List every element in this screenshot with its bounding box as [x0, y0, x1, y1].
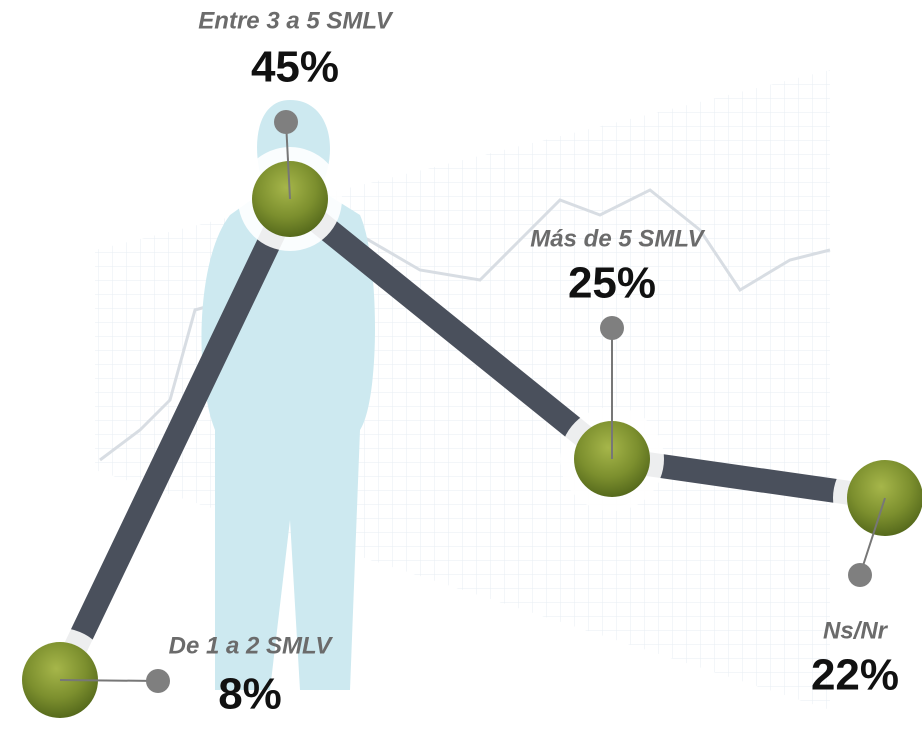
value-label: 25%	[568, 259, 656, 308]
connector	[59, 679, 159, 682]
category-label: Entre 3 a 5 SMLV	[198, 7, 393, 34]
connector-dot	[274, 110, 298, 134]
connector	[859, 497, 886, 576]
category-label: De 1 a 2 SMLV	[169, 632, 334, 659]
connector-dot	[146, 669, 170, 693]
category-label: Ns/Nr	[823, 617, 889, 644]
line	[49, 180, 887, 686]
connector	[285, 121, 291, 200]
category-label: Más de 5 SMLV	[530, 225, 705, 252]
value-label: 8%	[218, 670, 282, 719]
plot: De 1 a 2 SMLV 8% Entre 3 a 5 SMLV 45% Más de…	[8, 7, 922, 732]
value-label: 45%	[251, 43, 339, 92]
value-label: 22%	[811, 651, 899, 700]
connector-dot	[600, 316, 624, 340]
connector-dot	[848, 563, 872, 587]
